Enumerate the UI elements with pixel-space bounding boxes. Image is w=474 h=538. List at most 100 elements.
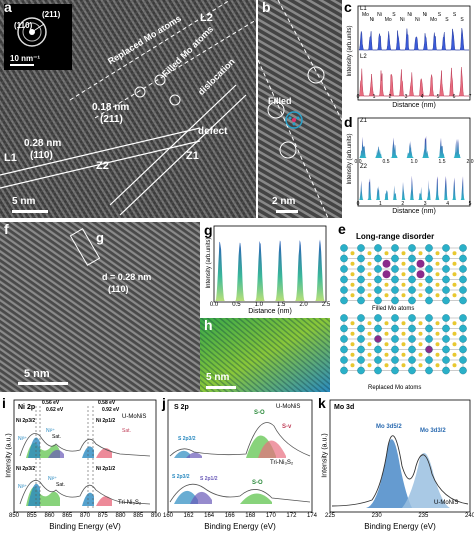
s-atom: [452, 282, 457, 287]
label-z2: Z2: [96, 160, 109, 172]
fft-label-211: (211): [42, 10, 61, 19]
ni-atom: [442, 286, 450, 294]
panel-k-chart: [329, 399, 471, 513]
ni-atom: [408, 356, 416, 364]
s-atom: [367, 331, 372, 336]
label-l2: L2: [200, 12, 213, 24]
g-profile: [215, 239, 325, 301]
panel-b-scale: 2 nm: [272, 196, 296, 207]
i-shift-1b: 0.62 eV: [46, 407, 64, 413]
j-sample-top: U-MoNiS: [276, 404, 301, 410]
label-filled-b: Filled: [268, 96, 292, 106]
ni-atom: [357, 286, 365, 294]
ni-atom: [408, 366, 416, 375]
i-ni3-top: Ni³⁺: [18, 436, 28, 442]
g-ylabel: Intensity (arb.units): [206, 237, 212, 289]
tick-label: 865: [62, 513, 73, 519]
s-atom: [384, 331, 389, 336]
tick-label: 5: [436, 94, 440, 100]
l1-profile: [358, 27, 469, 51]
mo-atom: [382, 259, 391, 268]
ni-atom: [357, 345, 365, 354]
s-atom: [350, 251, 355, 256]
s-atom: [401, 342, 406, 347]
ni-atom: [442, 324, 450, 333]
ni-atom: [340, 254, 348, 263]
ni-atom: [391, 366, 399, 375]
tick-label: 4: [446, 201, 449, 207]
tick-label: 875: [97, 513, 108, 519]
ni-atom: [425, 335, 433, 343]
s-atom: [435, 331, 440, 336]
s-atom: [401, 293, 406, 298]
ni-atom: [391, 286, 399, 294]
ni-atom: [408, 345, 416, 354]
s-atom: [367, 321, 372, 326]
tick-label: 162: [183, 513, 194, 519]
i-title: Ni 2p: [18, 404, 36, 411]
k-mo32: Mo 3d3/2: [420, 428, 446, 434]
g-xlabel: Distance (nm): [248, 308, 292, 315]
ni-atom: [459, 335, 467, 343]
atom-label: Ni: [377, 12, 382, 18]
label-plane-110: (110): [30, 150, 53, 161]
panel-a-letter: a: [4, 0, 12, 15]
fft-inset: (211) (110) 10 nm⁻¹: [4, 4, 72, 70]
tick-label: 880: [115, 513, 126, 519]
ni-atom: [374, 275, 382, 284]
s-atom: [435, 261, 440, 266]
panel-b-letter: b: [262, 0, 271, 15]
s-atom: [384, 342, 389, 347]
ni-atom: [459, 254, 467, 263]
tick-label: 0: [356, 201, 360, 207]
tick-label: 850: [8, 513, 20, 519]
j-s2p12-bottom: S 2p1/2: [200, 476, 218, 482]
s-atom: [350, 352, 355, 357]
panel-i-xps-ni2p: i Ni 2p 0.56 eV 0.62 eV 0.58 eV 0.92 eV …: [0, 395, 162, 533]
panel-e-letter: e: [338, 221, 346, 237]
i-ni2p12-bottom: Ni 2p1/2: [96, 466, 116, 472]
k-title: Mo 3d: [334, 404, 355, 411]
tick-label: 3: [404, 94, 408, 100]
z1-profile: [359, 136, 469, 158]
ni-atom: [442, 296, 450, 305]
s-atom: [435, 342, 440, 347]
ni-atom: [340, 356, 348, 364]
ni-atom: [425, 265, 433, 273]
i-sat-top: Sat.: [52, 434, 61, 440]
label-g-region: g: [96, 230, 104, 245]
s-atom: [401, 363, 406, 368]
ni-atom: [391, 254, 399, 263]
tick-label: 1: [379, 201, 382, 207]
s-atom: [418, 293, 423, 298]
s-atom: [367, 352, 372, 357]
panel-j-xps-s2p: j S 2p U-MoNiS S-O S-v S 2p3/2 Tri-Ni₃S₂…: [160, 395, 317, 533]
ni-atom: [459, 314, 467, 322]
s-atom: [367, 261, 372, 266]
i-shift-2b: 0.92 eV: [102, 407, 120, 413]
ni-atom: [459, 345, 467, 354]
s-atom: [401, 251, 406, 256]
s-atom: [367, 282, 372, 287]
tick-label: 170: [265, 513, 276, 519]
c-ylabel: Intensity (arb.units): [347, 25, 353, 77]
tick-label: 3: [423, 201, 427, 207]
e-lattice-models: [340, 244, 467, 375]
ni-atom: [391, 324, 399, 333]
tick-label: 172: [286, 513, 297, 519]
e-caption-filled: Filled Mo atoms: [372, 306, 415, 312]
c-series-l2: L2: [360, 54, 367, 60]
panel-h-ifft-image: h 5 nm: [200, 318, 330, 392]
panel-i-chart: [13, 399, 157, 513]
ni-atom: [391, 314, 399, 322]
ni-atom: [340, 314, 348, 322]
atom-label: Ni: [399, 17, 405, 23]
s-atom: [418, 352, 423, 357]
s-atom: [384, 352, 389, 357]
ni-atom: [442, 314, 450, 322]
tick-label: 890: [150, 513, 162, 519]
atom-label: Ni: [422, 12, 428, 18]
ni-atom: [391, 296, 399, 305]
ni-atom: [391, 275, 399, 284]
atom-label: S: [445, 17, 449, 23]
